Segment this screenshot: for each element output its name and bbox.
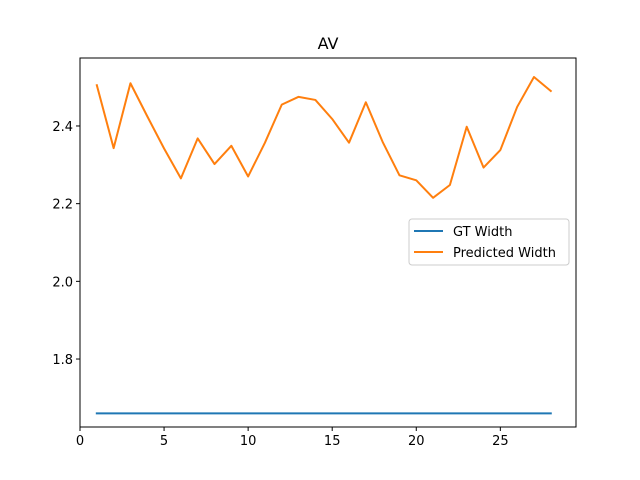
series-line-predicted-width	[95, 76, 553, 199]
plot-frame	[79, 57, 577, 428]
x-tick-label: 5	[160, 434, 168, 449]
x-axis: 0 5 10 15 20 25	[76, 427, 509, 449]
series-layer	[95, 76, 553, 415]
y-tick-label: 2.4	[52, 120, 73, 135]
x-tick-label: 10	[240, 434, 257, 449]
legend: GT Width Predicted Width	[408, 218, 570, 266]
legend-frame	[408, 218, 570, 266]
legend-label-predicted-width: Predicted Width	[453, 246, 556, 261]
x-tick-label: 0	[76, 434, 84, 449]
chart-title: AV	[318, 34, 339, 53]
x-tick-label: 25	[492, 434, 509, 449]
y-tick-label: 2.2	[52, 198, 73, 213]
y-axis: 1.8 2.0 2.2 2.4	[52, 120, 80, 368]
x-tick-label: 15	[324, 434, 341, 449]
x-tick-label: 20	[408, 434, 425, 449]
y-tick-label: 1.8	[52, 353, 73, 368]
y-tick-label: 2.0	[52, 275, 73, 290]
legend-label-gt-width: GT Width	[453, 225, 512, 240]
